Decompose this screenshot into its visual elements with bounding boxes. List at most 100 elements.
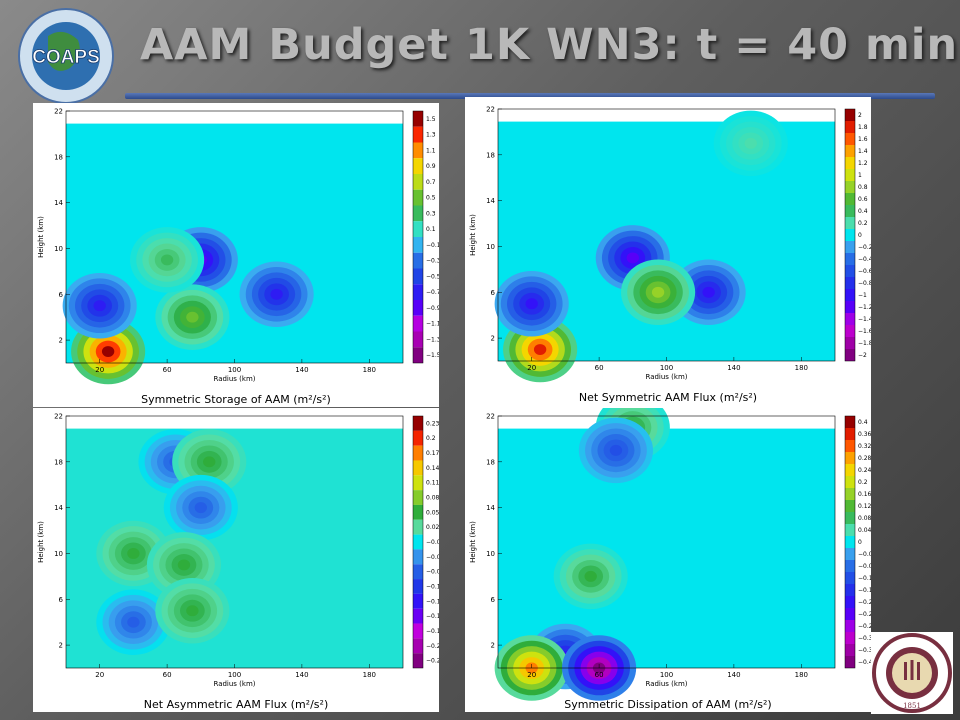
y-axis-label: Height (km) [469, 214, 477, 256]
colorbar-label: −0.32 [858, 635, 871, 642]
colorbar-swatch [845, 133, 855, 145]
colorbar-swatch [845, 337, 855, 349]
colorbar-label: 0.05 [426, 509, 439, 516]
colorbar-label: −0.8 [858, 280, 871, 287]
colorbar-swatch [845, 632, 855, 644]
colorbar-label: −2 [858, 352, 867, 359]
colorbar-swatch [845, 620, 855, 632]
colorbar-swatch [845, 416, 855, 428]
colorbar-label: −0.16 [858, 587, 871, 594]
colorbar-swatch [845, 349, 855, 361]
colorbar-swatch [413, 653, 423, 668]
colorbar-swatch [845, 548, 855, 560]
colorbar-label: −1 [858, 292, 867, 299]
y-tick-label: 6 [491, 596, 496, 604]
colorbar-label: 0.1 [426, 226, 436, 233]
data-feature-min [239, 261, 314, 328]
colorbar-swatch [845, 217, 855, 229]
title-rule [125, 93, 935, 99]
y-tick-label: 22 [54, 108, 63, 116]
colorbar-swatch [845, 229, 855, 241]
data-feature-max [96, 520, 171, 587]
chart-panel-4: 20 60 100 140 180 2 6 10 14 18 22 Radius (km) Height… [465, 408, 871, 712]
x-tick-label: 180 [795, 364, 808, 372]
y-tick-label: 14 [54, 504, 63, 512]
y-tick-label: 22 [486, 413, 495, 421]
chart-caption: Symmetric Dissipation of AAM (m²/s²) [564, 698, 771, 711]
plot-top-band [498, 109, 835, 122]
colorbar-label: 0.24 [858, 467, 871, 474]
colorbar-label: −1.6 [858, 328, 871, 335]
x-tick-label: 60 [595, 671, 604, 679]
colorbar-swatch [845, 253, 855, 265]
colorbar-label: 0.12 [858, 503, 871, 510]
y-tick-label: 18 [54, 458, 63, 466]
x-axis-label: Radius (km) [213, 680, 255, 688]
x-tick-label: 180 [795, 671, 808, 679]
data-feature-min [578, 417, 654, 484]
colorbar-label: 0.5 [426, 195, 436, 202]
slide-title: AAM Budget 1K WN3: t = 40 min [140, 20, 959, 70]
colorbar-label: −0.36 [858, 647, 871, 654]
colorbar-label: 0.8 [858, 184, 868, 191]
colorbar-swatch [413, 221, 423, 237]
colorbar-swatch [845, 325, 855, 337]
colorbar-swatch [845, 536, 855, 548]
colorbar-label: 0.02 [426, 524, 439, 531]
colorbar-label: 1.4 [858, 148, 868, 155]
colorbar-swatch [845, 644, 855, 656]
x-tick-label: 60 [595, 364, 604, 372]
colorbar-label: −0.4 [858, 256, 871, 263]
colorbar-label: 1.6 [858, 136, 868, 143]
y-tick-label: 2 [59, 642, 63, 650]
colorbar-label: −0.16 [426, 613, 439, 620]
colorbar-swatch [845, 500, 855, 512]
data-feature-max [155, 284, 230, 350]
y-tick-label: 22 [54, 413, 63, 421]
colorbar-swatch [845, 464, 855, 476]
chart-panel-3: 20 60 100 140 180 2 6 10 14 18 22 Radius (km) Height… [33, 408, 439, 712]
colorbar-label: 0.08 [426, 495, 439, 502]
colorbar-swatch [845, 512, 855, 524]
colorbar-swatch [413, 315, 423, 332]
colorbar-label: 0 [858, 539, 862, 546]
colorbar-swatch [413, 111, 423, 127]
colorbar-swatch [413, 623, 423, 639]
colorbar-swatch [845, 584, 855, 596]
colorbar-swatch [845, 488, 855, 500]
colorbar-swatch [845, 596, 855, 608]
chart-net-asymmetric-flux: 20 60 100 140 180 2 6 10 14 18 22 Radius (km) Height… [37, 413, 439, 712]
plot-top-band [66, 416, 403, 429]
colorbar-swatch [413, 205, 423, 222]
colorbar-label: −0.3 [426, 258, 439, 265]
colorbar-label: 0.14 [426, 465, 439, 472]
colorbar-label: 1.1 [426, 147, 436, 154]
colorbar-swatch [845, 301, 855, 313]
y-tick-label: 2 [59, 337, 63, 345]
colorbar-label: 0.32 [858, 443, 871, 450]
colorbar-label: −0.28 [858, 623, 871, 630]
chart-caption: Net Asymmetric AAM Flux (m²/s²) [144, 698, 328, 711]
colorbar-label: 1.5 [426, 116, 436, 123]
colorbar-label: 0.23 [426, 420, 439, 427]
colorbar-swatch [413, 300, 423, 316]
colorbar-swatch [413, 174, 423, 190]
colorbar-label: 0.16 [858, 491, 871, 498]
colorbar-label: 1.8 [858, 124, 868, 131]
colorbar-swatch [413, 268, 423, 285]
x-tick-label: 140 [727, 671, 740, 679]
colorbar-label: 0.3 [426, 210, 436, 217]
colorbar-swatch [845, 476, 855, 488]
colorbar-label: −1.3 [426, 336, 439, 343]
colorbar-swatch [413, 126, 423, 143]
colorbar-label: 0.9 [426, 163, 436, 170]
x-tick-label: 140 [295, 671, 308, 679]
colorbar-label: −0.7 [426, 289, 439, 296]
colorbar-swatch [413, 638, 423, 654]
data-feature-max [155, 577, 230, 644]
colorbar-label: 0.4 [858, 208, 868, 215]
chart-caption: Net Symmetric AAM Flux (m²/s²) [579, 391, 757, 404]
colorbar-label: 0.7 [426, 179, 436, 186]
colorbar-label: −1.2 [858, 304, 871, 311]
colorbar-swatch [413, 252, 423, 269]
